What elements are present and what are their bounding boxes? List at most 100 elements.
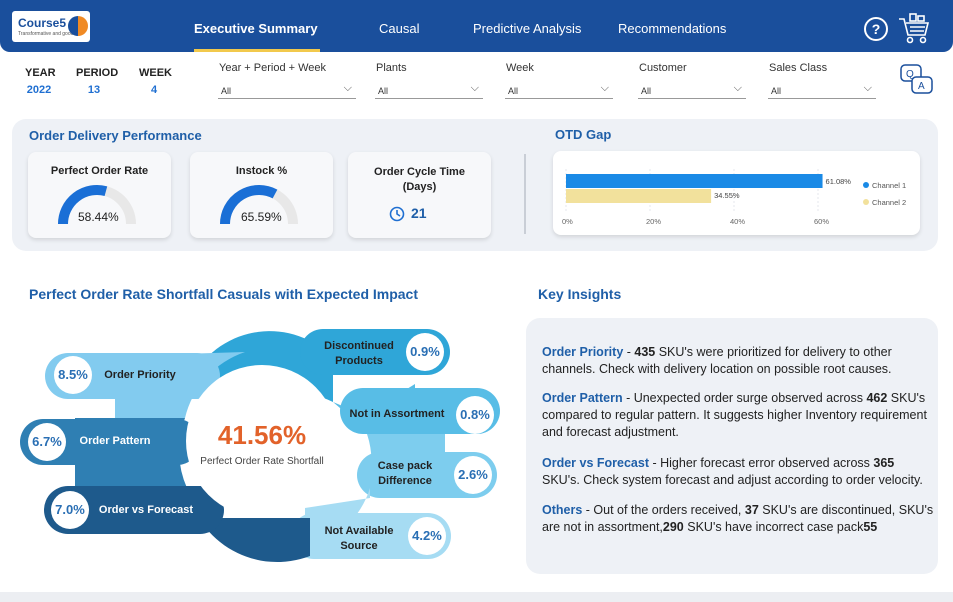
company-logo[interactable]: Course5 Transformative and good	[12, 11, 90, 42]
shortfall-center-value: 41.56%	[217, 420, 307, 450]
qa-a-letter: A	[918, 81, 925, 92]
legend-channel-1-marker	[863, 182, 869, 188]
insight-text: SKU's are discontinued, SKU's are not in…	[542, 503, 934, 534]
instock-gauge	[220, 185, 298, 225]
order-pattern-value: 6.7%	[28, 423, 66, 461]
chevron-down-icon: ⌵	[470, 82, 479, 94]
perfect-order-rate-card: Perfect Order Rate 58.44%	[28, 152, 171, 238]
slicer-sales-class-dropdown[interactable]: All ⌵	[768, 82, 876, 99]
panel-divider	[524, 154, 526, 234]
top-navigation-bar	[0, 0, 953, 52]
slicer-value: All	[378, 86, 389, 96]
insight-number: 37	[744, 503, 759, 517]
chevron-down-icon: ⌵	[733, 82, 742, 94]
logo-tagline: Transformative and good	[18, 31, 74, 37]
slicer-plants-dropdown[interactable]: All ⌵	[375, 82, 483, 99]
label-channel-2: 34.55%	[714, 191, 740, 200]
bar-channel-1	[566, 174, 823, 188]
slicer-plants-label: Plants	[376, 62, 407, 74]
instock-title: Instock %	[235, 165, 288, 177]
insight-number: 462	[866, 391, 888, 405]
perfect-order-rate-gauge	[58, 185, 136, 225]
insight-heading: Order vs Forecast	[542, 456, 649, 470]
instock-value: 65.59%	[241, 210, 282, 224]
slicer-year-period-week-dropdown[interactable]: All ⌵	[218, 82, 356, 99]
insight-text: -	[623, 345, 635, 359]
not-available-label: Not Available Source	[324, 525, 394, 552]
insight-text: SKU's. Check system forecast and adjust …	[542, 473, 923, 487]
page-footer-strip	[0, 592, 953, 602]
chevron-down-icon: ⌵	[343, 82, 352, 94]
order-pattern-label: Order Pattern	[79, 435, 151, 447]
x-tick-label: 0%	[562, 217, 573, 226]
slicer-week-dropdown[interactable]: All ⌵	[505, 82, 613, 99]
discontinued-label: Discontinued Products	[324, 340, 394, 367]
key-insights-panel: Order Priority - 435 SKU's were prioriti…	[526, 318, 938, 574]
shortfall-title: Perfect Order Rate Shortfall Casuals wit…	[29, 286, 419, 302]
x-tick-label: 40%	[730, 217, 745, 226]
logo-name: Course5	[18, 16, 67, 30]
logo-mark-icon	[68, 16, 88, 36]
slicer-value: All	[771, 86, 782, 96]
case-pack-value: 2.6%	[454, 456, 492, 494]
slicer-customer-label: Customer	[639, 62, 687, 74]
insight-number: 365	[873, 456, 895, 470]
perfect-order-rate-value: 58.44%	[78, 210, 119, 224]
insight-heading: Others	[542, 503, 583, 517]
order-priority-label: Order Priority	[104, 369, 176, 381]
period-value: 13	[87, 84, 101, 96]
otd-gap-title: OTD Gap	[555, 127, 612, 142]
insight-heading: Order Pattern	[542, 391, 623, 405]
insight-number: 290	[662, 520, 684, 534]
insight-others: Others - Out of the orders received, 37 …	[542, 502, 934, 536]
insight-number: 435	[634, 345, 656, 359]
insight-heading: Order Priority	[542, 345, 624, 359]
not-in-assortment-label: Not in Assortment	[349, 408, 445, 420]
not-available-value: 4.2%	[408, 517, 446, 555]
insight-order-vs-forecast: Order vs Forecast - Higher forecast erro…	[542, 455, 934, 489]
tab-executive-summary[interactable]: Executive Summary	[194, 21, 318, 36]
insight-text: - Unexpected order surge observed across	[622, 391, 867, 405]
legend-channel-2-marker	[863, 199, 869, 205]
shortfall-center-label: Perfect Order Rate Shortfall	[200, 456, 324, 467]
otd-gap-chart-card: 61.08% 34.55% 0% 20% 40% 60% Channel 1 Chan…	[553, 151, 920, 235]
insight-text: - Out of the orders received,	[582, 503, 745, 517]
slicer-customer-dropdown[interactable]: All ⌵	[638, 82, 746, 99]
case-pack-label: Case pack Difference	[377, 460, 433, 487]
x-tick-label: 60%	[814, 217, 829, 226]
label-channel-1: 61.08%	[826, 177, 852, 186]
qa-icon[interactable]: Q A	[899, 63, 935, 97]
otd-gap-chart: 61.08% 34.55% 0% 20% 40% 60% Channel 1 Chan…	[562, 169, 906, 226]
order-vs-forecast-value: 7.0%	[51, 491, 89, 529]
band-order-pattern	[20, 419, 200, 465]
key-insights-title: Key Insights	[538, 286, 622, 302]
insight-text: SKU's compared to regular pattern. It su…	[542, 391, 927, 439]
slicer-value: All	[508, 86, 519, 96]
not-in-assortment-value: 0.8%	[456, 396, 494, 434]
center-circle	[186, 365, 338, 517]
order-cycle-time-value: 21	[411, 205, 427, 221]
slicer-week-label: Week	[506, 62, 534, 74]
x-tick-label: 20%	[646, 217, 661, 226]
week-label: WEEK	[139, 67, 172, 79]
tab-causal[interactable]: Causal	[379, 21, 420, 36]
slicer-value: All	[221, 86, 232, 96]
year-label: YEAR	[25, 67, 56, 79]
week-value: 4	[150, 84, 158, 96]
legend-channel-1: Channel 1	[872, 181, 906, 190]
insight-order-pattern: Order Pattern - Unexpected order surge o…	[542, 390, 932, 441]
shopping-cart-icon[interactable]	[896, 11, 932, 45]
slicer-year-period-week-label: Year + Period + Week	[219, 62, 327, 74]
perfect-order-rate-title: Perfect Order Rate	[50, 165, 149, 177]
tab-recommendations[interactable]: Recommendations	[618, 21, 727, 36]
help-icon[interactable]: ?	[864, 17, 888, 41]
insight-text: - Higher forecast error observed across	[649, 456, 874, 470]
legend-channel-2: Channel 2	[872, 198, 906, 207]
tab-predictive-analysis[interactable]: Predictive Analysis	[473, 21, 582, 36]
slicer-sales-class-label: Sales Class	[769, 62, 828, 74]
insight-number: 55	[863, 520, 878, 534]
order-vs-forecast-label: Order vs Forecast	[98, 504, 194, 516]
slicer-value: All	[641, 86, 652, 96]
instock-card: Instock % 65.59%	[190, 152, 333, 238]
period-label: PERIOD	[76, 67, 119, 79]
